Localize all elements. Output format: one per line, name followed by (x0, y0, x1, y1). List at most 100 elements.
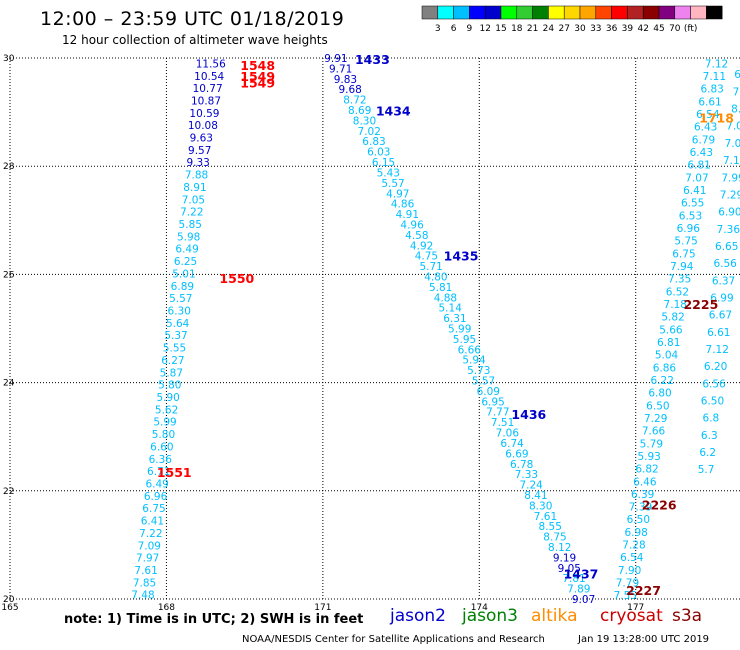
wave-height-value: 5.55 (163, 343, 186, 355)
wave-height-value: 5.99 (448, 324, 471, 336)
legend-cryosat: cryosat (600, 606, 663, 626)
wave-height-value: 6.22 (651, 375, 674, 387)
wave-height-value: 6.54 (620, 552, 644, 564)
color-swatch (595, 5, 612, 20)
wave-height-value: 6.83 (700, 84, 723, 96)
pass-time-label: 1551 (157, 465, 192, 480)
wave-height-value: 6.09 (477, 386, 500, 398)
wave-height-value: 5.43 (377, 167, 400, 179)
wave-height-value: 7.88 (185, 170, 208, 182)
wave-height-value: 5.81 (429, 282, 452, 294)
wave-height-value: 6.2 (699, 447, 716, 459)
wave-height-values: 11.5610.5410.7710.8710.5910.089.639.579.… (131, 53, 740, 606)
wave-height-value: 7.97 (136, 553, 159, 565)
wave-height-value: 5.75 (674, 236, 697, 248)
wave-height-value: 5.95 (453, 334, 476, 346)
pass-time-label: 1434 (376, 103, 411, 118)
wave-height-value: 7.22 (180, 207, 203, 219)
color-swatch (674, 5, 691, 20)
wave-height-value: 9.33 (186, 157, 209, 169)
wave-height-value: 6.71 (147, 466, 170, 478)
wave-height-value: 6.81 (687, 160, 710, 172)
wave-height-value: 7.35 (668, 274, 691, 286)
wave-height-value: 6.15 (372, 157, 395, 169)
chart-axes: 165 168 171 174 177 20 22 24 26 28 30 (1, 54, 644, 613)
wave-height-value: 5.04 (655, 350, 679, 362)
x-tick-label: 165 (1, 603, 18, 613)
wave-height-value: 9.83 (334, 74, 357, 86)
chart-title: 12:00 – 23:59 UTC 01/18/2019 (40, 8, 345, 30)
wave-height-value: 7.79 (616, 578, 639, 590)
pass-time-label: 1549 (240, 75, 275, 90)
wave-height-value: 9.57 (188, 145, 211, 157)
wave-height-value: 6.43 (690, 147, 713, 159)
wave-height-value: 7.06 (726, 121, 740, 133)
wave-height-value: 6.03 (367, 147, 390, 159)
wave-height-value: 6.98 (624, 527, 647, 539)
wave-height-value: 8.75 (543, 532, 566, 544)
wave-height-value: 8.12 (548, 542, 571, 554)
wave-height-value: 4.92 (410, 240, 433, 252)
wave-height-value: 6.75 (142, 503, 165, 515)
color-swatch (437, 5, 454, 20)
wave-height-value: 7.77 (486, 407, 509, 419)
wave-height-value: 6.86 (653, 362, 677, 374)
pass-time-label: 1550 (219, 271, 254, 286)
wave-height-value: 4.86 (391, 199, 415, 211)
color-swatch (690, 5, 707, 20)
wave-height-value: 8.69 (348, 105, 371, 117)
wave-height-value: 6.54 (696, 109, 720, 121)
y-tick-label: 22 (3, 487, 14, 497)
wave-height-value: 6.80 (648, 388, 671, 400)
wave-height-value: 7.09 (138, 540, 161, 552)
wave-height-value: 7.85 (133, 577, 156, 589)
wave-height-value: 7.90 (618, 565, 641, 577)
wave-height-value: 4.97 (386, 188, 409, 200)
wave-height-value: 4.75 (415, 251, 438, 263)
wave-height-value: 10.54 (194, 71, 224, 83)
x-tick-label: 168 (158, 603, 175, 613)
color-scale-label: 27 (558, 24, 569, 34)
y-tick-label: 26 (3, 270, 15, 280)
wave-height-value: 5.87 (160, 367, 183, 379)
color-swatch (421, 5, 439, 20)
color-scale-label: 12 (479, 24, 490, 34)
color-scale-label: 30 (574, 24, 586, 34)
wave-height-value: 6.30 (168, 306, 191, 318)
wave-height-value: 6.52 (666, 286, 689, 298)
wave-height-value: 6.50 (701, 395, 724, 407)
chart-note: note: 1) Time is in UTC; 2) SWH is in fe… (64, 612, 364, 627)
wave-height-value: 6.27 (161, 355, 184, 367)
wave-height-value: 5.62 (155, 404, 178, 416)
y-tick-label: 20 (3, 595, 15, 605)
wave-height-value: 6.66 (458, 344, 482, 356)
wave-height-value: 6.78 (510, 459, 533, 471)
wave-height-value: 6.90 (718, 207, 740, 219)
legend-jason3: jason3 (462, 606, 518, 626)
wave-height-value: 6.96 (144, 491, 168, 503)
wave-height-value: 6.79 (692, 134, 715, 146)
wave-height-value: 7.36 (717, 224, 740, 236)
wave-height-value: 6.75 (672, 248, 695, 260)
wave-height-value: 5.93 (637, 451, 660, 463)
wave-height-value: 6.50 (627, 514, 650, 526)
wave-height-value: 7.07 (685, 172, 708, 184)
wave-height-value: 7.89 (567, 584, 590, 596)
chart-subtitle: 12 hour collection of altimeter wave hei… (62, 33, 328, 47)
wave-height-value: 8.72 (343, 95, 366, 107)
wave-height-value: 7.05 (182, 194, 205, 206)
wave-height-value: 8.91 (183, 182, 206, 194)
color-scale-label: 18 (511, 24, 523, 34)
wave-height-value: 5.57 (381, 178, 404, 190)
color-scale-label: 15 (495, 24, 506, 34)
wave-height-value: 6.31 (443, 313, 466, 325)
wave-height-value: 6.41 (683, 185, 706, 197)
wave-height-value: 5.01 (172, 268, 195, 280)
wave-height-value: 6.41 (141, 516, 164, 528)
wave-height-value: 7.61 (534, 511, 557, 523)
color-scale-label: 24 (543, 24, 555, 34)
wave-height-value: 5.94 (462, 355, 486, 367)
color-swatch (563, 5, 581, 20)
wave-height-value: 9.19 (553, 552, 576, 564)
wave-height-value: 5.99 (153, 417, 176, 429)
